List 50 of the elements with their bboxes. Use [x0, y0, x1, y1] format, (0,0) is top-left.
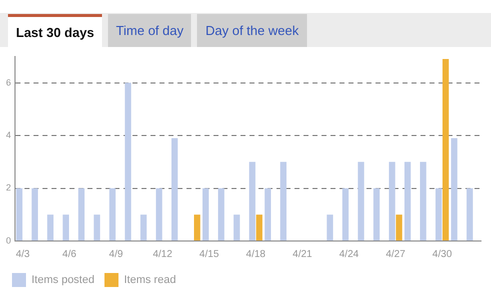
bar: [16, 188, 22, 240]
bar: [358, 162, 364, 240]
bar: [78, 188, 85, 240]
bar: [202, 188, 209, 240]
bar: [396, 214, 402, 240]
bar: [264, 188, 271, 240]
bar: [47, 214, 54, 240]
bar: [436, 188, 442, 240]
bar: [451, 138, 458, 240]
bar: [156, 188, 162, 240]
y-tick-label: 6: [6, 77, 12, 88]
x-tick-label: 4/9: [109, 248, 124, 260]
bar: [94, 214, 100, 240]
x-tick-label: 4/6: [62, 248, 77, 260]
text: Day of the week: [197, 14, 307, 47]
bar: [280, 162, 286, 240]
bar: [256, 214, 262, 240]
bar: [442, 59, 449, 240]
legend-label: Items read: [124, 274, 176, 286]
x-tick-label: 4/18: [246, 248, 266, 260]
y-tick-label: 4: [6, 130, 12, 140]
bar: [466, 188, 473, 240]
x-tick-label: 4/30: [432, 248, 452, 260]
bar: [234, 214, 240, 240]
bar: [171, 138, 178, 240]
x-tick-label: 4/24: [339, 248, 360, 260]
bar: [249, 162, 256, 240]
legend-label: Items posted: [32, 274, 94, 286]
x-tick-label: 4/12: [152, 248, 173, 260]
bar: [218, 188, 224, 240]
bar: [109, 188, 116, 240]
bar: [404, 162, 411, 240]
bar: [124, 82, 132, 240]
bar: [326, 214, 334, 240]
bar: [62, 214, 70, 240]
bar: [373, 188, 380, 240]
bar: [420, 162, 426, 240]
bar: [388, 162, 396, 240]
x-tick-label: 4/3: [16, 248, 30, 260]
bar: [32, 188, 38, 240]
x-tick-label: 4/21: [292, 248, 313, 260]
bar: [140, 214, 147, 240]
bar: [342, 188, 349, 240]
x-tick-label: 4/27: [386, 248, 406, 260]
text: Last 30 days: [8, 14, 102, 47]
x-tick-label: 4/15: [199, 248, 220, 260]
text: Time of day: [108, 14, 192, 47]
y-tick-label: 2: [6, 182, 12, 193]
bar: [194, 214, 200, 240]
y-tick-label: 0: [6, 235, 12, 246]
